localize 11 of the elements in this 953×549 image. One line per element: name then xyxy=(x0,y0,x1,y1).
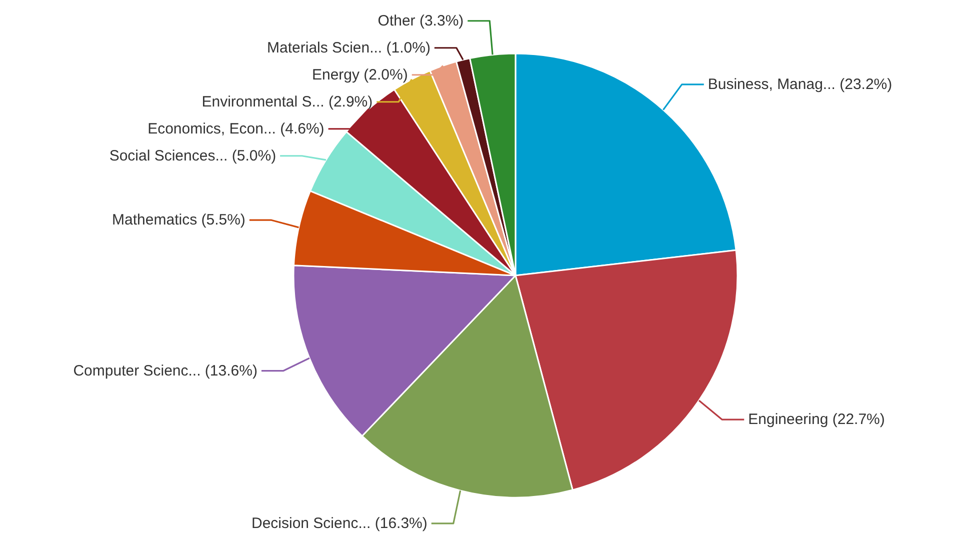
slice-label: Other (3.3%) xyxy=(378,12,464,30)
slice-label: Economics, Econ... (4.6%) xyxy=(148,120,324,138)
slice-label: Business, Manag... (23.2%) xyxy=(708,76,892,93)
slice-label: Computer Scienc... (13.6%) xyxy=(73,362,258,380)
slice-label: Energy (2.0%) xyxy=(312,66,408,84)
slice-label: Environmental S... (2.9%) xyxy=(202,93,373,110)
slice-label: Decision Scienc... (16.3%) xyxy=(251,514,428,532)
slice-label: Mathematics (5.5%) xyxy=(112,212,246,229)
slice-label: Engineering (22.7%) xyxy=(748,411,885,428)
slice-label: Social Sciences... (5.0%) xyxy=(109,147,276,164)
slice-label: Materials Scien... (1.0%) xyxy=(267,39,430,56)
